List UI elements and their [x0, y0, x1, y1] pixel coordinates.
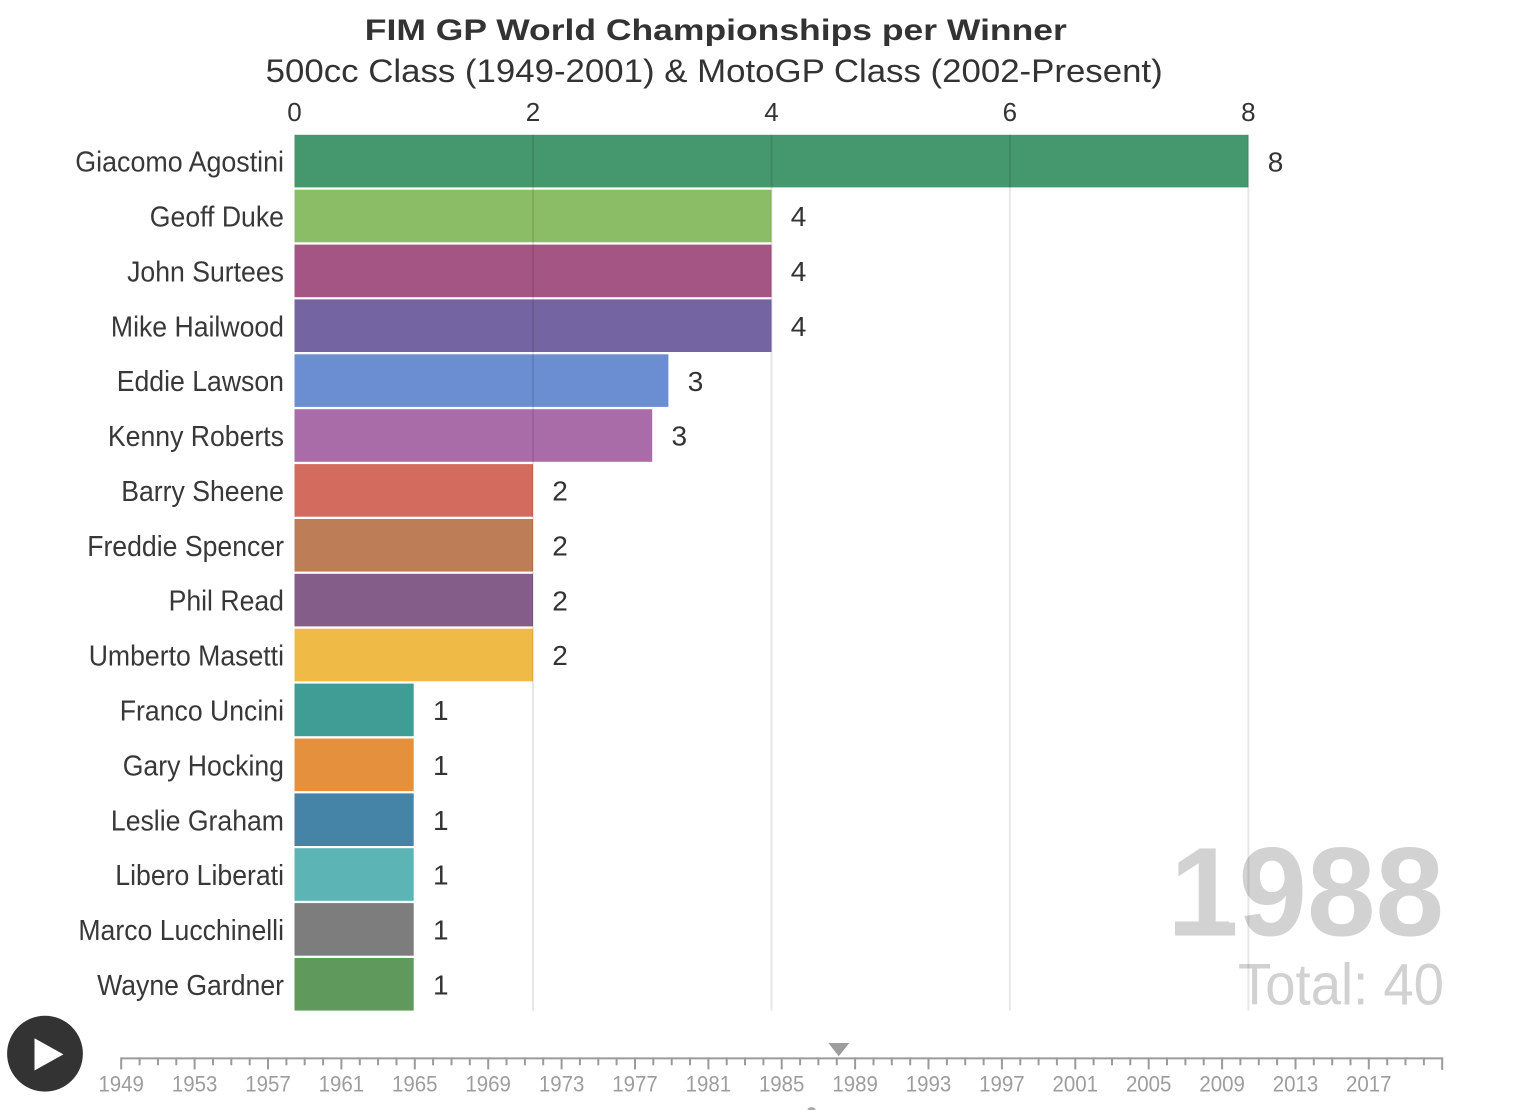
svg-text:Kenny Roberts: Kenny Roberts [108, 421, 284, 453]
svg-text:Marco Lucchinelli: Marco Lucchinelli [78, 915, 284, 947]
svg-text:Franco Uncini: Franco Uncini [120, 696, 284, 728]
svg-text:1997: 1997 [979, 1071, 1025, 1096]
svg-text:3: 3 [688, 366, 704, 397]
svg-text:2: 2 [526, 97, 540, 127]
svg-text:8: 8 [1268, 146, 1284, 177]
svg-text:Phil Read: Phil Read [169, 586, 284, 618]
svg-text:Giacomo Agostini: Giacomo Agostini [75, 147, 284, 179]
svg-text:John Surtees: John Surtees [127, 257, 284, 289]
svg-text:1988: 1988 [1170, 822, 1444, 963]
svg-text:2005: 2005 [1126, 1071, 1172, 1096]
svg-text:Barry Sheene: Barry Sheene [121, 476, 284, 508]
svg-text:1949: 1949 [98, 1071, 144, 1096]
svg-text:1: 1 [433, 750, 449, 781]
svg-text:500cc Class (1949-2001) & Moto: 500cc Class (1949-2001) & MotoGP Class (… [266, 53, 1163, 89]
svg-text:1: 1 [433, 805, 449, 836]
svg-text:1953: 1953 [172, 1071, 218, 1096]
svg-text:Wayne Gardner: Wayne Gardner [97, 970, 284, 1002]
svg-text:2: 2 [552, 640, 568, 671]
svg-text:Gary Hocking: Gary Hocking [123, 750, 284, 782]
svg-text:Mike Hailwood: Mike Hailwood [111, 311, 284, 343]
svg-text:3: 3 [672, 421, 688, 452]
svg-text:1: 1 [433, 860, 449, 891]
svg-text:1957: 1957 [245, 1071, 291, 1096]
svg-text:2013: 2013 [1273, 1071, 1319, 1096]
svg-text:Leslie Graham: Leslie Graham [111, 805, 284, 837]
svg-text:2017: 2017 [1346, 1071, 1392, 1096]
svg-text:2: 2 [552, 531, 568, 562]
svg-text:4: 4 [764, 97, 778, 127]
svg-text:2009: 2009 [1199, 1071, 1245, 1096]
svg-text:1: 1 [433, 695, 449, 726]
svg-text:2001: 2001 [1053, 1071, 1099, 1096]
svg-text:Freddie Spencer: Freddie Spencer [87, 531, 284, 563]
svg-text:1: 1 [433, 915, 449, 946]
svg-text:1981: 1981 [686, 1071, 732, 1096]
svg-text:1977: 1977 [612, 1071, 658, 1096]
svg-text:Total: 40: Total: 40 [1238, 953, 1444, 1018]
svg-text:1993: 1993 [906, 1071, 952, 1096]
svg-text:1985: 1985 [759, 1071, 805, 1096]
svg-text:Libero Liberati: Libero Liberati [115, 860, 284, 892]
svg-text:4: 4 [791, 311, 807, 342]
svg-text:Geoff Duke: Geoff Duke [150, 202, 284, 234]
svg-text:8: 8 [1241, 97, 1255, 127]
svg-text:1965: 1965 [392, 1071, 438, 1096]
svg-text:0: 0 [287, 97, 301, 127]
svg-text:1961: 1961 [319, 1071, 365, 1096]
svg-text:Umberto Masetti: Umberto Masetti [89, 641, 284, 673]
svg-text:Eddie Lawson: Eddie Lawson [117, 366, 284, 398]
svg-text:6: 6 [1003, 97, 1017, 127]
svg-text:4: 4 [791, 201, 807, 232]
svg-text:2: 2 [552, 585, 568, 616]
svg-text:4: 4 [791, 256, 807, 287]
svg-text:1973: 1973 [539, 1071, 585, 1096]
svg-text:FIM GP World Championships per: FIM GP World Championships per Winner [365, 14, 1068, 47]
svg-text:1969: 1969 [465, 1071, 511, 1096]
svg-text:1: 1 [433, 970, 449, 1001]
svg-text:1989: 1989 [832, 1071, 878, 1096]
svg-text:2: 2 [552, 476, 568, 507]
